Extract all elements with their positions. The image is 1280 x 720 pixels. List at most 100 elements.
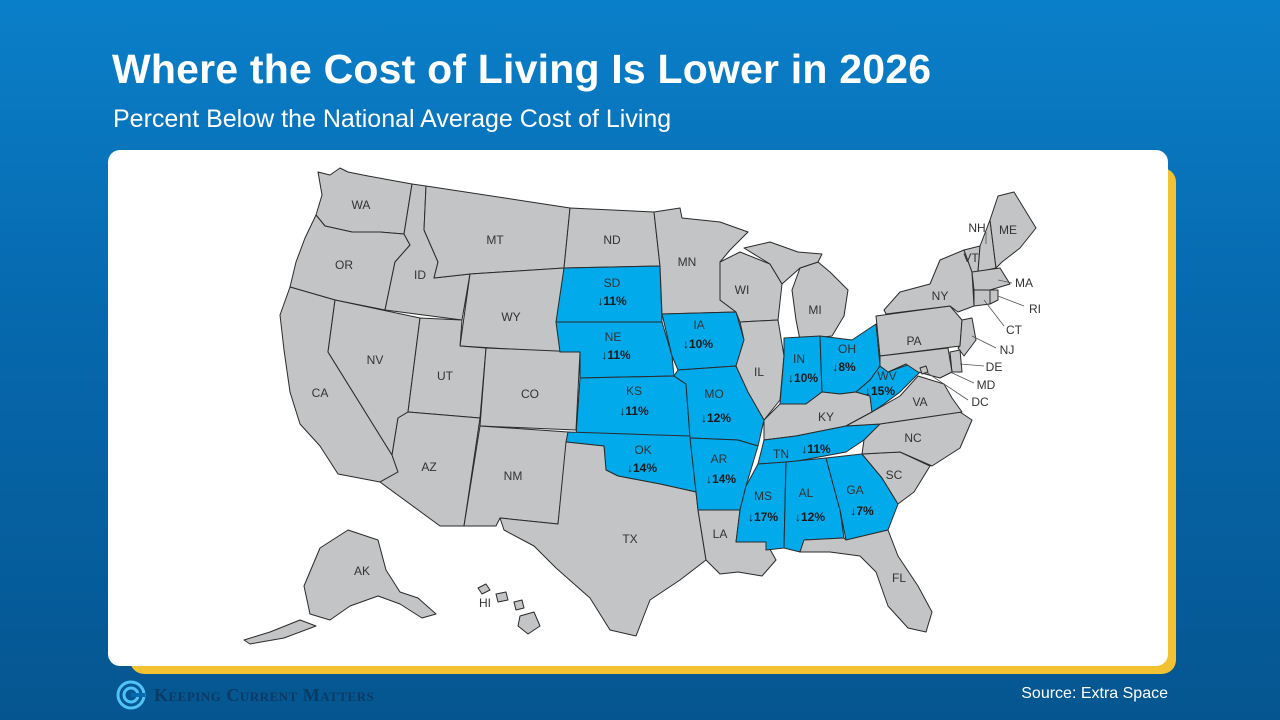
state-CT (973, 289, 991, 307)
value-MS: ↓17% (748, 510, 778, 524)
label-TX: TX (622, 532, 637, 546)
label-MD: MD (977, 378, 996, 392)
kcm-logo: Keeping Current Matters (116, 678, 374, 712)
label-WV: WV (877, 369, 896, 383)
label-WA: WA (352, 198, 371, 212)
label-AR: AR (711, 452, 728, 466)
state-MD (879, 347, 953, 379)
value-TN: ↓11% (801, 442, 831, 456)
label-OH: OH (838, 342, 856, 356)
label-UT: UT (437, 369, 454, 383)
map-card: WA OR CA ID NV MT WY UT AZ CO NM ND SD N… (108, 150, 1168, 666)
state-NJ (957, 317, 977, 357)
leader-dc (925, 371, 969, 401)
state-FL (799, 529, 933, 633)
us-map: WA OR CA ID NV MT WY UT AZ CO NM ND SD N… (243, 167, 1041, 645)
label-MI: MI (808, 303, 821, 317)
value-IA: ↓10% (683, 337, 713, 351)
label-MS: MS (754, 489, 772, 503)
state-AZ (379, 411, 481, 527)
label-NM: NM (504, 469, 523, 483)
label-CT: CT (1006, 323, 1023, 337)
state-NY (883, 249, 975, 315)
leader-ma (997, 279, 1013, 284)
state-TX (499, 441, 707, 637)
label-WI: WI (735, 283, 750, 297)
value-SD: ↓11% (597, 294, 627, 308)
state-VA (845, 375, 963, 427)
label-CA: CA (312, 386, 329, 400)
state-MT (423, 185, 571, 279)
value-OK: ↓14% (627, 461, 657, 475)
label-AK: AK (354, 564, 370, 578)
label-NJ: NJ (1000, 343, 1015, 357)
label-VA: VA (912, 395, 927, 409)
state-MA (971, 267, 1011, 291)
label-GA: GA (846, 483, 863, 497)
label-IA: IA (693, 318, 704, 332)
label-CO: CO (521, 387, 539, 401)
label-IL: IL (754, 365, 764, 379)
label-WY: WY (501, 310, 520, 324)
state-AK-islands (243, 619, 317, 645)
logo-text: Keeping Current Matters (154, 684, 375, 705)
label-TN: TN (773, 447, 789, 461)
state-MN (653, 207, 749, 315)
state-ME (989, 191, 1037, 269)
state-NC (861, 411, 973, 467)
label-NC: NC (904, 431, 922, 445)
label-LA: LA (713, 527, 728, 541)
label-MA: MA (1015, 276, 1033, 290)
label-MT: MT (486, 233, 504, 247)
label-OK: OK (634, 443, 651, 457)
state-IN (779, 335, 823, 405)
state-AK (303, 529, 437, 621)
leader-ct (983, 299, 1005, 327)
label-IN: IN (793, 352, 805, 366)
label-KS: KS (626, 384, 642, 398)
leader-nj (971, 335, 997, 349)
label-SD: SD (604, 276, 621, 290)
source-note: Source: Extra Space (1021, 685, 1168, 702)
state-RI (989, 289, 999, 305)
label-ME: ME (999, 223, 1017, 237)
label-HI: HI (479, 596, 491, 610)
value-KS: ↓11% (619, 404, 649, 418)
state-MI-upper (743, 241, 823, 285)
label-FL: FL (892, 571, 906, 585)
label-NY: NY (932, 289, 949, 303)
label-NE: NE (605, 330, 622, 344)
label-PA: PA (906, 334, 921, 348)
value-GA: ↓7% (850, 504, 874, 518)
label-DC: DC (971, 395, 989, 409)
leader-ri (997, 295, 1025, 307)
label-VT: VT (963, 251, 979, 265)
label-ID: ID (414, 268, 426, 282)
value-AL: ↓12% (795, 510, 825, 524)
label-NH: NH (968, 221, 985, 235)
state-HI (477, 583, 541, 635)
value-WV: ↓15% (865, 384, 895, 398)
value-AR: ↓14% (706, 472, 736, 486)
label-KY: KY (818, 410, 834, 424)
leader-de (959, 363, 985, 367)
label-DE: DE (986, 360, 1003, 374)
label-OR: OR (335, 258, 353, 272)
value-IN: ↓10% (788, 371, 818, 385)
label-RI: RI (1029, 302, 1041, 316)
label-SC: SC (886, 468, 903, 482)
label-AZ: AZ (421, 460, 436, 474)
kcm-logo-icon (116, 680, 146, 710)
value-OH: ↓8% (832, 360, 856, 374)
state-MI (791, 261, 849, 341)
leader-md (949, 371, 975, 384)
label-MO: MO (704, 387, 723, 401)
page-subtitle: Percent Below the National Average Cost … (113, 105, 672, 133)
value-NE: ↓11% (601, 348, 631, 362)
label-NV: NV (367, 353, 384, 367)
label-AL: AL (799, 486, 814, 500)
label-MN: MN (678, 255, 697, 269)
page-title: Where the Cost of Living Is Lower in 202… (112, 46, 932, 92)
value-MO: ↓12% (701, 411, 731, 425)
label-ND: ND (603, 233, 621, 247)
